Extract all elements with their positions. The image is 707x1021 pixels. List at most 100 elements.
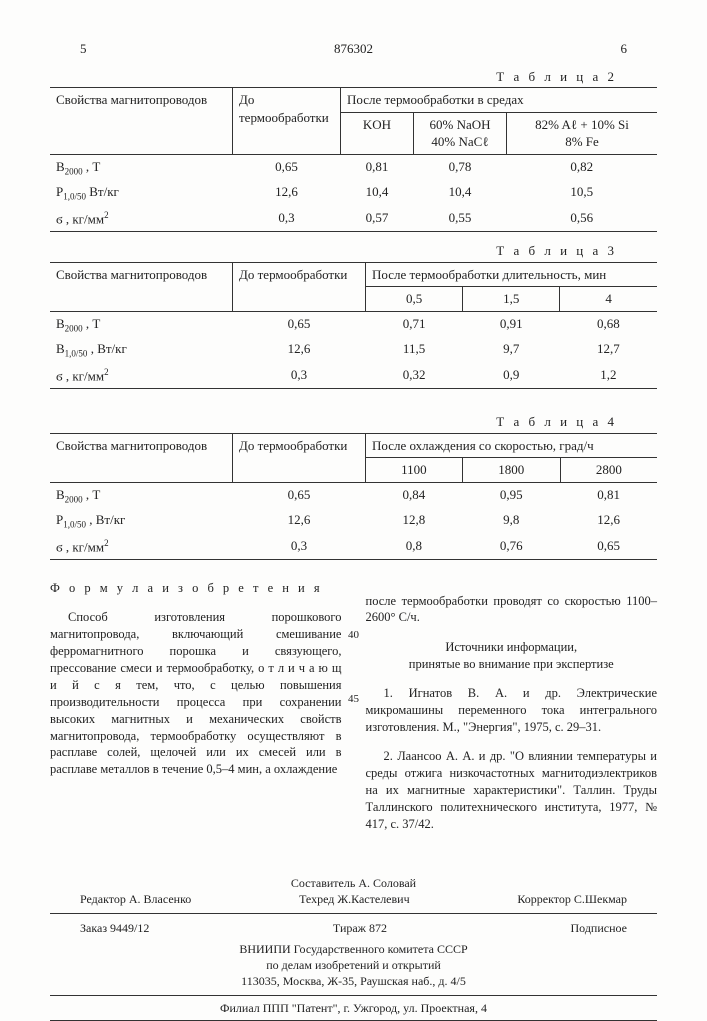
source-1: 1. Игнатов В. А. и др. Электрические мик… (366, 685, 658, 736)
value-cell: 0,65 (233, 311, 366, 337)
table-row: B1,0/50 , Вт/кг12,611,59,712,7 (50, 337, 657, 363)
t3-h3: После термообработки длительность, мин (366, 262, 658, 287)
property-cell: P1,0/50 Вт/кг (50, 180, 233, 206)
table-row: ϭ , кг/мм20,30,320,91,2 (50, 363, 657, 388)
value-cell: 11,5 (366, 337, 463, 363)
table-row: B2000 , Т0,650,810,780,82 (50, 154, 657, 180)
property-cell: B1,0/50 , Вт/кг (50, 337, 233, 363)
t2-sub3: 82% Aℓ + 10% Si 8% Fe (507, 112, 658, 154)
property-cell: P1,0/50 , Вт/кг (50, 508, 233, 534)
sources-sub: принятые во внимание при экспертизе (366, 656, 658, 673)
value-cell: 12,6 (233, 180, 341, 206)
branch: Филиал ППП "Патент", г. Ужгород, ул. Про… (50, 995, 657, 1021)
org1: ВНИИПИ Государственного комитета СССР (50, 941, 657, 957)
value-cell: 0,57 (341, 206, 414, 231)
value-cell: 0,68 (560, 311, 657, 337)
value-cell: 0,81 (341, 154, 414, 180)
corrector: Корректор С.Шекмар (517, 891, 627, 907)
table-row: B2000 , Т0,650,840,950,81 (50, 482, 657, 508)
t3-h2: До термообработки (233, 262, 366, 311)
right-column: после термообработки проводят со скорост… (366, 580, 658, 845)
value-cell: 0,82 (507, 154, 658, 180)
editor: Редактор А. Власенко (80, 891, 191, 907)
value-cell: 0,76 (462, 534, 560, 559)
addr: 113035, Москва, Ж-35, Раушская наб., д. … (50, 973, 657, 989)
table-row: P1,0/50 , Вт/кг12,612,89,812,6 (50, 508, 657, 534)
t4-h1: Свойства магнитопроводов (50, 433, 233, 482)
value-cell: 12,7 (560, 337, 657, 363)
left-column: Ф о р м у л а и з о б р е т е н и я Спос… (50, 580, 342, 845)
t4-h3: После охлаждения со скоростью, град/ч (366, 433, 658, 458)
table-row: ϭ , кг/мм20,30,570,550,56 (50, 206, 657, 231)
value-cell: 1,2 (560, 363, 657, 388)
colophon: Составитель А. Соловай Редактор А. Власе… (50, 875, 657, 1021)
property-cell: B2000 , Т (50, 311, 233, 337)
claim-continuation: после термообработки проводят со скорост… (366, 593, 658, 627)
value-cell: 0,55 (414, 206, 507, 231)
page-left: 5 (80, 40, 87, 58)
value-cell: 0,78 (414, 154, 507, 180)
value-cell: 0,56 (507, 206, 658, 231)
value-cell: 0,65 (233, 482, 366, 508)
subscribe: Подписное (571, 920, 628, 936)
value-cell: 0,95 (462, 482, 560, 508)
value-cell: 0,3 (233, 363, 366, 388)
t2-h1: Свойства магнитопроводов (50, 88, 233, 155)
property-cell: ϭ , кг/мм2 (50, 206, 233, 231)
page-center: 876302 (334, 40, 373, 58)
page-header: 5 876302 6 (50, 40, 657, 58)
value-cell: 9,7 (463, 337, 560, 363)
property-cell: ϭ , кг/мм2 (50, 363, 233, 388)
value-cell: 0,71 (366, 311, 463, 337)
table3-label: Т а б л и ц а 3 (50, 242, 617, 260)
table2: Свойства магнитопроводов До термообработ… (50, 87, 657, 232)
table-row: ϭ , кг/мм20,30,80,760,65 (50, 534, 657, 559)
table4-label: Т а б л и ц а 4 (50, 413, 617, 431)
table-row: P1,0/50 Вт/кг12,610,410,410,5 (50, 180, 657, 206)
t2-sub2: 60% NaOH 40% NaCℓ (414, 112, 507, 154)
property-cell: B2000 , Т (50, 154, 233, 180)
table3: Свойства магнитопроводов До термообработ… (50, 262, 657, 389)
formula-title: Ф о р м у л а и з о б р е т е н и я (50, 580, 342, 597)
tirage: Тираж 872 (333, 920, 387, 936)
sources-title: Источники информации, (366, 639, 658, 656)
line-number-40: 40 (348, 628, 359, 643)
property-cell: ϭ , кг/мм2 (50, 534, 233, 559)
value-cell: 0,3 (233, 534, 366, 559)
value-cell: 0,84 (366, 482, 463, 508)
value-cell: 0,81 (560, 482, 657, 508)
value-cell: 10,4 (341, 180, 414, 206)
table-row: B2000 , Т0,650,710,910,68 (50, 311, 657, 337)
value-cell: 9,8 (462, 508, 560, 534)
t2-h3: После термообработки в средах (341, 88, 658, 113)
techred: Техред Ж.Кастелевич (299, 891, 410, 907)
value-cell: 10,4 (414, 180, 507, 206)
source-2: 2. Лаансоо А. А. и др. "О влиянии темпер… (366, 748, 658, 832)
table2-label: Т а б л и ц а 2 (50, 68, 617, 86)
t3-h1: Свойства магнитопроводов (50, 262, 233, 311)
value-cell: 12,6 (233, 337, 366, 363)
page-right: 6 (621, 40, 628, 58)
t4-h2: До термообработки (233, 433, 366, 482)
claim-text: Способ изготовления порошкового магнитоп… (50, 609, 342, 778)
property-cell: B2000 , Т (50, 482, 233, 508)
table4: Свойства магнитопроводов До термообработ… (50, 433, 657, 560)
value-cell: 0,9 (463, 363, 560, 388)
t2-sub1: KOH (341, 112, 414, 154)
value-cell: 0,91 (463, 311, 560, 337)
value-cell: 0,65 (233, 154, 341, 180)
compiler: Составитель А. Соловай (50, 875, 657, 891)
value-cell: 12,8 (366, 508, 463, 534)
value-cell: 12,6 (233, 508, 366, 534)
value-cell: 0,32 (366, 363, 463, 388)
value-cell: 12,6 (560, 508, 657, 534)
value-cell: 0,8 (366, 534, 463, 559)
order: Заказ 9449/12 (80, 920, 149, 936)
org2: по делам изобретений и открытий (50, 957, 657, 973)
value-cell: 10,5 (507, 180, 658, 206)
t2-h2: До термообработки (233, 88, 341, 155)
value-cell: 0,65 (560, 534, 657, 559)
body-text: 40 45 Ф о р м у л а и з о б р е т е н и … (50, 580, 657, 845)
value-cell: 0,3 (233, 206, 341, 231)
line-number-45: 45 (348, 692, 359, 707)
